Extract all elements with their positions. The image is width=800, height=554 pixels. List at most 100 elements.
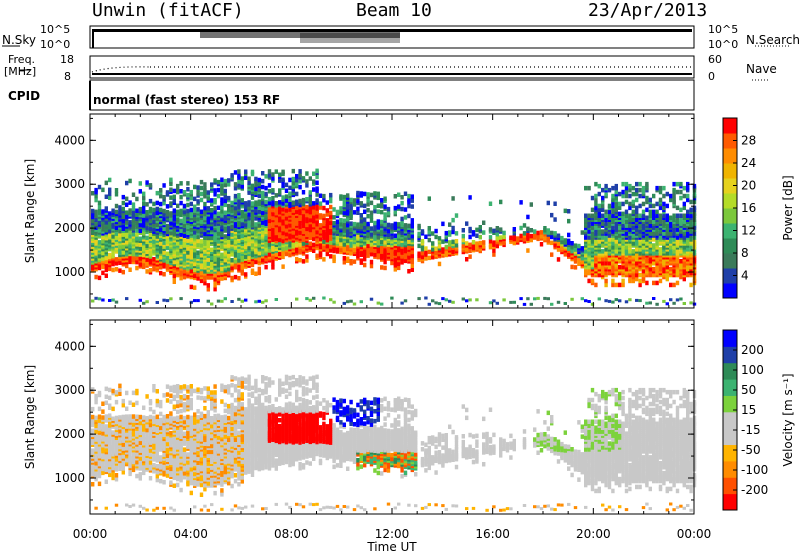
range-gate-cell	[655, 213, 659, 218]
range-gate-cell	[587, 223, 591, 228]
range-gate-cell	[682, 219, 686, 224]
range-gate-cell	[519, 200, 523, 205]
nsky-label: N.Sky	[2, 33, 37, 47]
range-gate-cell	[665, 302, 669, 306]
range-gate-cell	[315, 225, 319, 231]
range-gate-cell	[108, 221, 112, 226]
range-gate-cell	[220, 244, 224, 250]
range-gate-cell	[570, 264, 574, 270]
range-gate-cell	[213, 205, 217, 211]
range-gate-cell	[669, 215, 673, 220]
range-gate-cell	[614, 282, 618, 288]
range-gate-cell	[550, 212, 554, 218]
range-gate-cell	[305, 212, 309, 218]
range-gate-cell	[223, 198, 227, 204]
range-gate-cell	[386, 210, 391, 216]
range-gate-cell	[101, 401, 105, 406]
range-gate-cell	[145, 433, 149, 439]
range-gate-cell	[601, 229, 605, 234]
range-gate-cell	[213, 213, 217, 219]
range-gate-cell	[369, 218, 374, 223]
range-gate-cell	[111, 388, 115, 394]
range-gate-cell	[635, 257, 639, 262]
range-gate-cell	[118, 209, 122, 214]
range-gate-cell	[145, 202, 149, 207]
range-gate-cell	[390, 235, 394, 240]
range-gate-cell	[689, 229, 693, 234]
range-gate-cell	[295, 191, 299, 197]
range-gate-cell	[121, 194, 125, 200]
range-gate-cell	[104, 194, 108, 199]
range-gate-cell	[638, 213, 642, 218]
range-gate-cell	[325, 212, 329, 217]
range-gate-cell	[220, 224, 224, 230]
range-gate-cell	[380, 219, 384, 225]
range-gate-cell	[594, 282, 598, 288]
range-gate-cell	[210, 198, 214, 203]
range-gate-cell	[271, 265, 275, 270]
range-gate-cell	[118, 268, 122, 273]
range-gate-cell	[114, 209, 119, 215]
range-gate-cell	[679, 249, 683, 254]
range-gate-cell	[108, 177, 112, 183]
power-panel	[89, 113, 697, 309]
range-gate-cell	[152, 409, 156, 415]
range-gate-cell	[339, 218, 343, 223]
range-gate-cell	[614, 207, 618, 213]
range-gate-cell	[689, 213, 693, 218]
range-gate-cell	[635, 181, 639, 187]
range-gate-cell	[199, 185, 204, 191]
range-gate-cell	[142, 209, 146, 214]
range-gate-cell	[240, 255, 244, 260]
range-gate-cell	[322, 205, 326, 211]
range-gate-cell	[618, 233, 622, 238]
range-gate-cell	[335, 209, 340, 215]
range-gate-cell	[138, 444, 142, 449]
range-gate-cell	[352, 259, 357, 264]
range-gate-cell	[332, 238, 336, 244]
range-gate-cell	[376, 203, 380, 208]
range-gate-cell	[128, 200, 132, 205]
range-gate-cell	[342, 222, 346, 227]
range-gate-cell	[607, 299, 612, 303]
range-gate-cell	[308, 231, 312, 237]
range-gate-cell	[128, 208, 132, 213]
range-gate-cell	[434, 246, 438, 251]
range-gate-cell	[655, 302, 659, 306]
range-gate-cell	[669, 249, 673, 254]
range-gate-cell	[111, 430, 115, 435]
range-gate-cell	[240, 269, 244, 274]
range-gate-cell	[669, 239, 673, 244]
range-gate-cell	[94, 187, 98, 193]
range-gate-cell	[465, 257, 469, 262]
range-gate-cell	[346, 300, 350, 304]
range-gate-cell	[373, 205, 377, 210]
range-gate-cell	[403, 248, 408, 254]
velocity-panel	[89, 319, 697, 515]
range-gate-cell	[686, 193, 690, 199]
range-gate-cell	[176, 209, 180, 215]
range-gate-cell	[114, 257, 119, 262]
range-gate-cell	[108, 299, 112, 302]
range-gate-cell	[247, 245, 251, 251]
range-gate-cell	[142, 191, 146, 197]
range-gate-cell	[210, 247, 214, 252]
range-gate-cell	[281, 169, 285, 175]
range-gate-cell	[329, 192, 333, 198]
range-gate-cell	[104, 479, 108, 484]
range-gate-cell	[230, 173, 234, 178]
range-gate-cell	[237, 193, 241, 198]
range-gate-cell	[298, 169, 302, 174]
range-gate-cell	[148, 414, 153, 420]
range-gate-cell	[104, 463, 108, 469]
range-gate-cell	[594, 193, 598, 199]
range-gate-cell	[169, 211, 173, 216]
range-gate-cell	[648, 259, 652, 264]
freq-label: Freq.	[8, 53, 36, 66]
range-gate-cell	[305, 297, 309, 301]
range-gate-cell	[318, 201, 323, 206]
range-gate-cell	[121, 269, 125, 275]
range-gate-cell	[210, 261, 214, 266]
range-gate-cell	[332, 207, 336, 212]
range-gate-cell	[308, 176, 312, 181]
